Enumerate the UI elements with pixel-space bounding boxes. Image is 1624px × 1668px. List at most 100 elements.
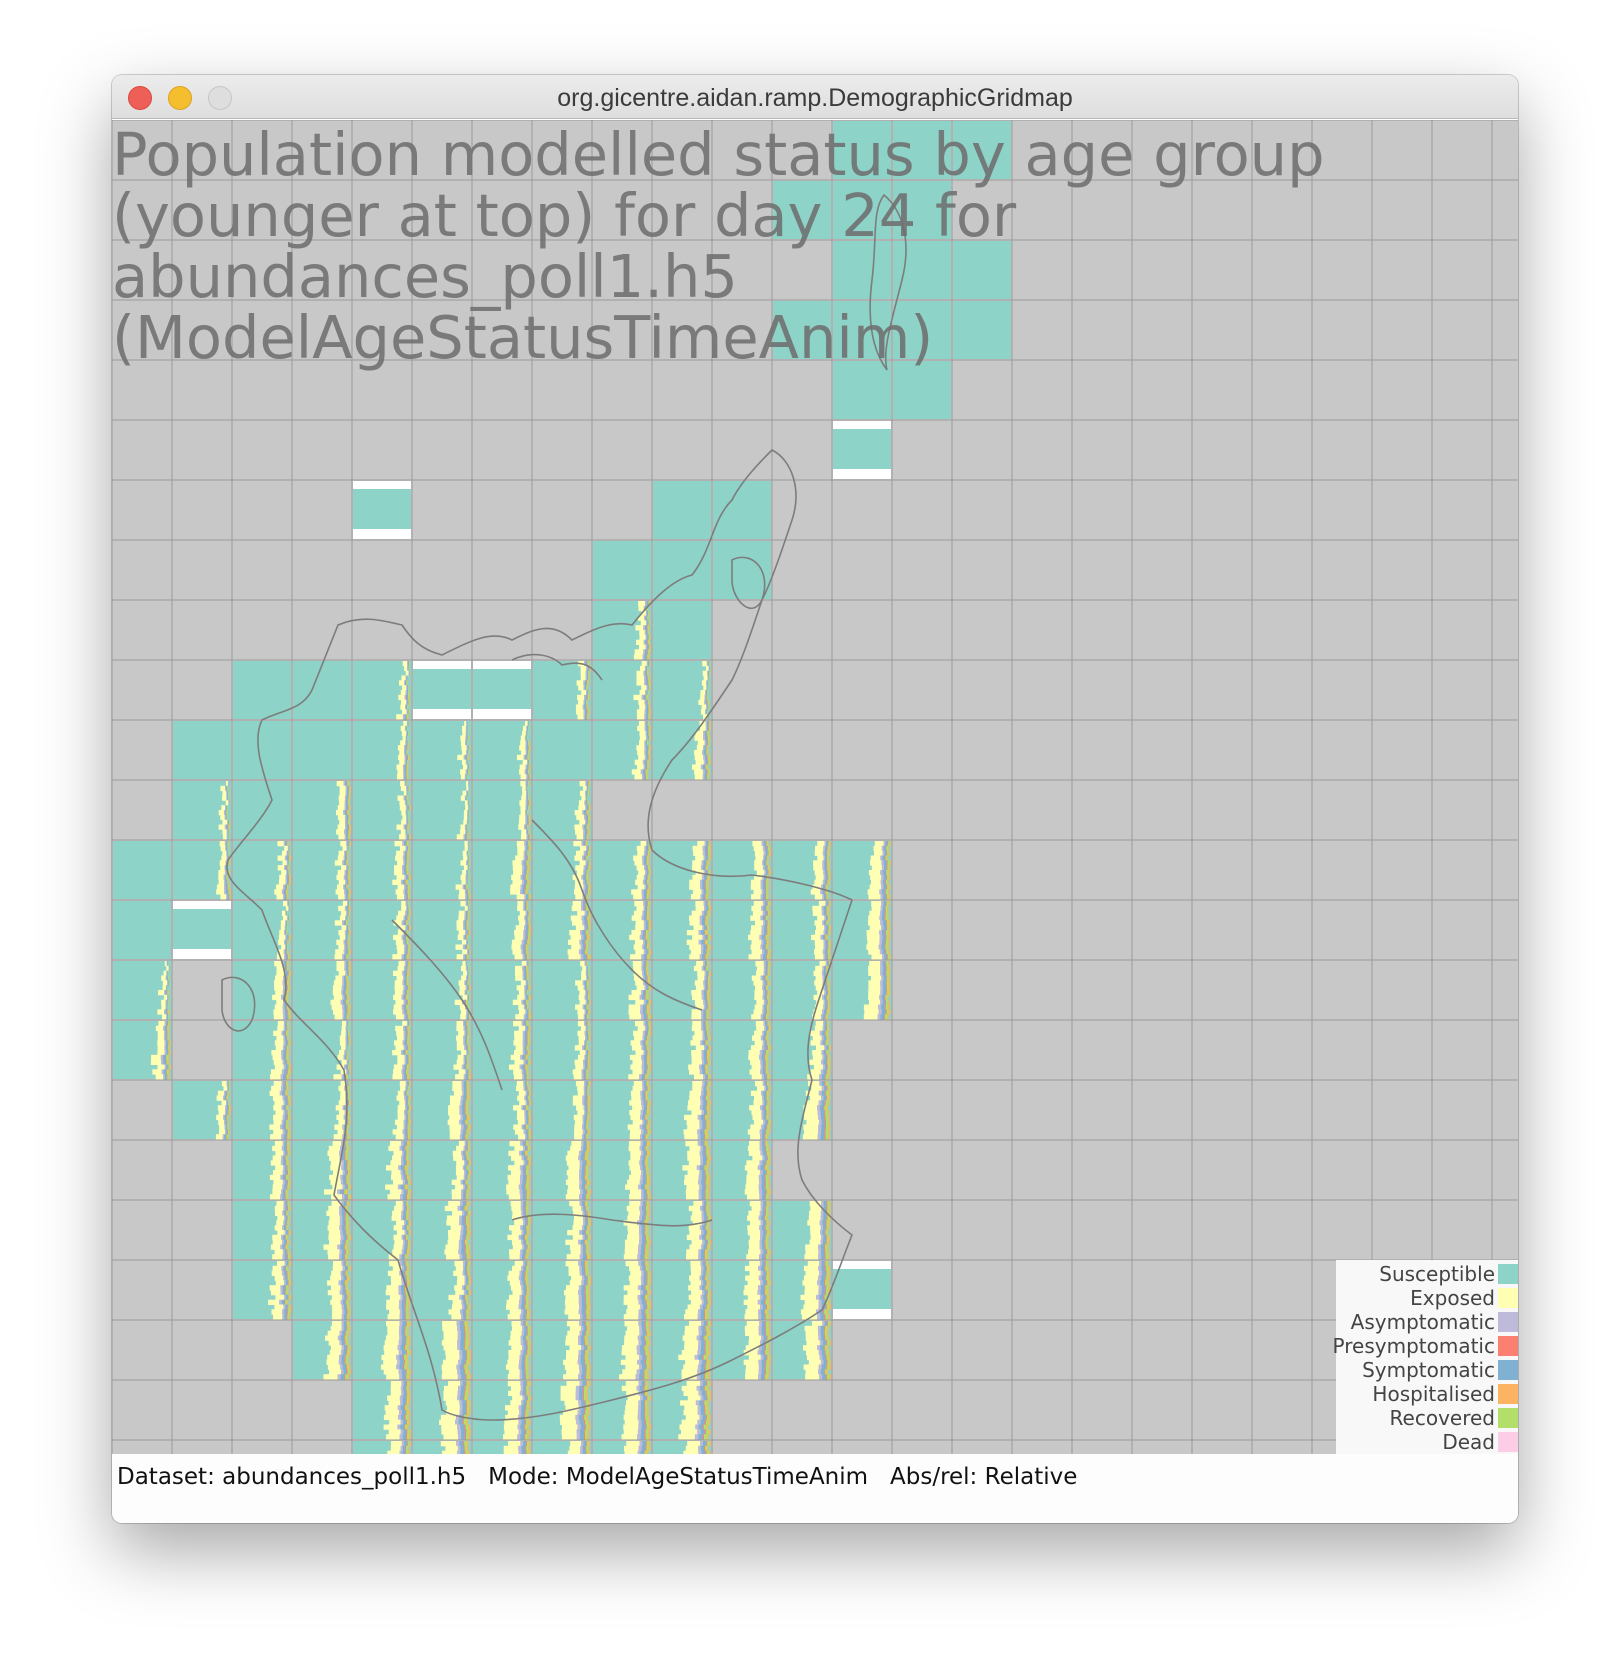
status-strip bbox=[286, 1025, 288, 1032]
status-strip bbox=[407, 1030, 410, 1036]
status-strip bbox=[407, 915, 408, 921]
status-strip bbox=[574, 889, 584, 895]
status-strip bbox=[707, 740, 709, 746]
status-strip bbox=[407, 970, 409, 976]
status-strip bbox=[464, 1090, 467, 1096]
status-strip bbox=[888, 949, 890, 955]
grid-cell bbox=[173, 901, 231, 959]
status-strip bbox=[468, 850, 469, 856]
status-strip bbox=[407, 740, 409, 746]
status-strip bbox=[520, 805, 526, 811]
status-strip bbox=[867, 939, 880, 945]
status-strip bbox=[164, 990, 166, 996]
status-strip bbox=[634, 1035, 643, 1041]
status-strip bbox=[648, 721, 650, 727]
status-strip bbox=[707, 754, 710, 761]
status-strip bbox=[703, 965, 706, 972]
status-strip bbox=[649, 675, 651, 681]
status-strip bbox=[168, 1009, 170, 1015]
status-strip bbox=[769, 910, 771, 916]
minimize-window-button[interactable] bbox=[168, 86, 192, 110]
status-strip bbox=[225, 785, 226, 792]
status-strip bbox=[456, 954, 464, 960]
status-strip bbox=[642, 930, 646, 936]
status-strip bbox=[343, 920, 346, 926]
status-strip bbox=[408, 1110, 410, 1116]
status-strip bbox=[467, 1124, 470, 1130]
status-strip bbox=[699, 954, 703, 960]
cell-background bbox=[653, 541, 711, 599]
status-strip bbox=[647, 625, 649, 631]
status-strip bbox=[346, 795, 348, 801]
status-strip bbox=[466, 954, 469, 960]
status-strip bbox=[828, 910, 830, 916]
status-strip bbox=[406, 925, 409, 931]
status-strip bbox=[700, 725, 706, 732]
status-strip bbox=[225, 1119, 227, 1125]
zoom-window-button[interactable] bbox=[208, 86, 232, 110]
status-strip bbox=[588, 790, 589, 796]
status-strip bbox=[227, 1085, 229, 1092]
status-strip bbox=[342, 860, 344, 866]
status-strip bbox=[647, 884, 649, 890]
status-strip bbox=[333, 994, 343, 1001]
status-strip bbox=[168, 1014, 169, 1020]
status-strip bbox=[707, 980, 710, 986]
status-strip bbox=[703, 735, 705, 741]
status-strip bbox=[467, 819, 469, 825]
status-strip bbox=[646, 685, 648, 691]
status-strip bbox=[648, 1009, 650, 1015]
status-strip bbox=[399, 750, 405, 756]
status-strip bbox=[407, 1090, 409, 1096]
status-strip bbox=[404, 769, 406, 775]
status-strip bbox=[587, 999, 589, 1005]
status-strip bbox=[405, 845, 407, 852]
title-bar[interactable]: org.gicentre.aidan.ramp.DemographicGridm… bbox=[112, 75, 1518, 119]
status-strip bbox=[634, 975, 643, 981]
status-strip bbox=[527, 769, 529, 775]
status-strip bbox=[886, 894, 888, 900]
status-strip bbox=[509, 1064, 520, 1070]
status-strip bbox=[348, 1134, 350, 1140]
status-strip bbox=[645, 694, 647, 701]
status-strip bbox=[648, 610, 649, 616]
status-strip bbox=[580, 665, 587, 672]
status-strip bbox=[648, 845, 650, 852]
status-strip bbox=[582, 785, 587, 792]
status-strip bbox=[405, 1124, 408, 1130]
status-strip bbox=[584, 1119, 587, 1125]
status-strip bbox=[529, 910, 531, 916]
status-strip bbox=[816, 925, 825, 931]
status-strip bbox=[408, 970, 410, 976]
status-strip bbox=[764, 975, 766, 981]
status-strip bbox=[467, 841, 469, 847]
status-strip bbox=[528, 925, 531, 931]
status-strip bbox=[345, 819, 347, 825]
status-strip bbox=[225, 1110, 227, 1116]
status-strip bbox=[766, 939, 769, 945]
status-strip bbox=[408, 999, 410, 1005]
status-strip bbox=[767, 985, 768, 991]
status-strip bbox=[348, 1124, 349, 1130]
status-strip bbox=[881, 884, 884, 890]
status-strip bbox=[824, 894, 826, 900]
status-strip bbox=[401, 730, 407, 736]
gridmap-canvas[interactable]: Population modelled status by age group … bbox=[112, 120, 1518, 1454]
status-strip bbox=[402, 709, 407, 715]
status-strip bbox=[401, 879, 403, 885]
status-strip bbox=[519, 920, 526, 926]
status-strip bbox=[349, 1009, 351, 1015]
status-strip bbox=[526, 970, 529, 976]
status-strip bbox=[467, 961, 468, 967]
status-strip bbox=[466, 1040, 469, 1046]
status-strip bbox=[647, 1040, 649, 1046]
cell-background bbox=[893, 301, 951, 359]
status-strip bbox=[702, 865, 706, 871]
close-window-button[interactable] bbox=[128, 86, 152, 110]
status-strip bbox=[886, 980, 889, 986]
status-strip bbox=[767, 934, 769, 941]
status-strip bbox=[469, 994, 470, 1001]
status-strip bbox=[466, 920, 467, 926]
status-strip bbox=[468, 925, 469, 931]
status-strip bbox=[574, 1045, 583, 1051]
